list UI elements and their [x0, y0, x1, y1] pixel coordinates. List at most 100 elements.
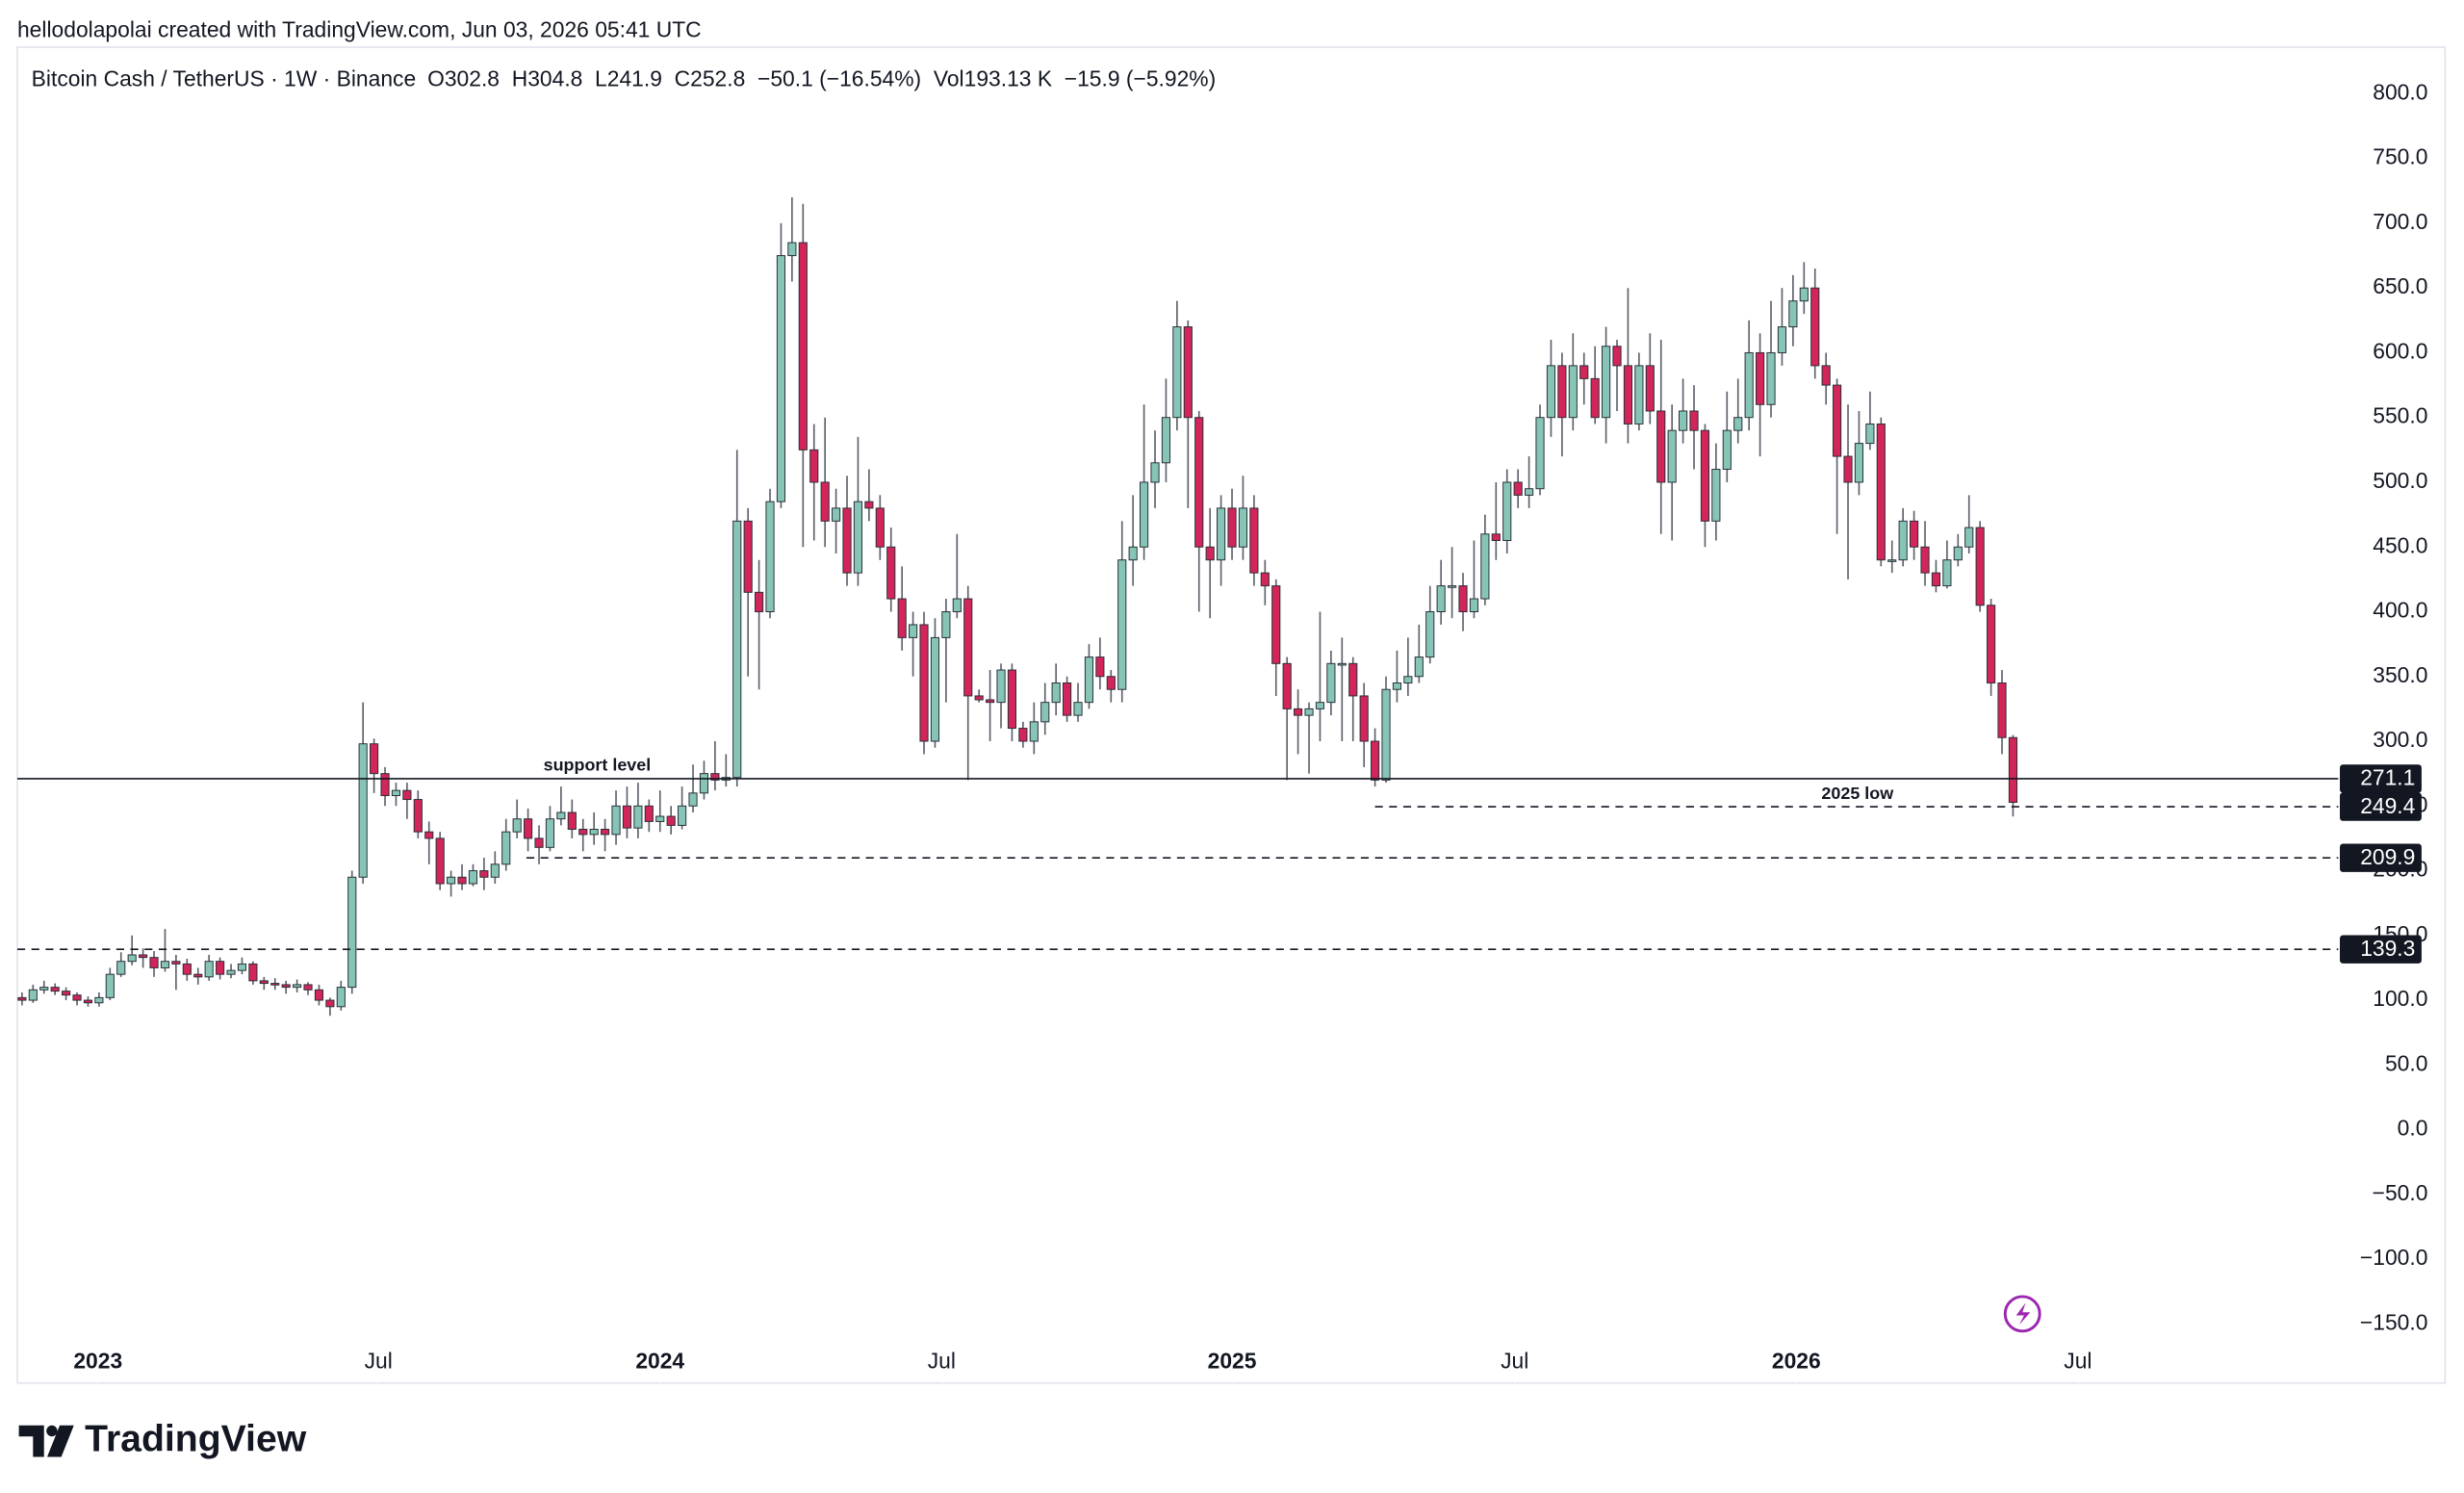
candle-body: [1063, 682, 1072, 716]
candle-body: [1205, 546, 1215, 561]
candle-body: [1502, 481, 1512, 542]
candle-body: [1513, 481, 1523, 496]
candle-body: [633, 805, 643, 829]
candle-body: [424, 831, 434, 839]
x-tick-label: 2023: [73, 1349, 122, 1374]
candle-body: [28, 989, 38, 1001]
candle-body: [678, 805, 687, 826]
candle-body: [72, 994, 82, 1001]
candle-body: [1987, 605, 1996, 683]
level-label-box: [2340, 792, 2422, 821]
candle-body: [1898, 520, 1908, 561]
candle-body: [578, 829, 588, 836]
candle-body: [655, 815, 665, 822]
candle-body: [1579, 365, 1589, 379]
logo-mark: [18, 1425, 44, 1457]
candle-body: [1525, 488, 1534, 496]
candle-body: [1326, 662, 1336, 704]
candle-body: [1689, 410, 1699, 431]
candle-body: [524, 818, 533, 839]
candle-body: [1953, 546, 1963, 561]
y-tick-label: −150.0: [2360, 1309, 2428, 1334]
candle-body: [1381, 688, 1391, 781]
candle-body: [116, 961, 126, 975]
candle-body: [875, 507, 885, 548]
annotation: support level: [544, 756, 652, 775]
candle-body: [1975, 527, 1985, 606]
candle-body: [1876, 423, 1886, 561]
y-tick-label: 400.0: [2373, 598, 2427, 623]
candle-body: [1942, 559, 1952, 587]
y-tick-label: 350.0: [2373, 662, 2427, 687]
candle-body: [39, 987, 49, 991]
brand-logo: [18, 1425, 74, 1457]
candle-body: [1612, 346, 1622, 367]
y-tick-label: 500.0: [2373, 468, 2427, 493]
y-tick-label: 100.0: [2373, 986, 2427, 1011]
candle-body: [1392, 682, 1402, 690]
candle-body: [545, 818, 555, 848]
candle-body: [1865, 423, 1875, 445]
candle-body: [380, 773, 390, 797]
candle-body: [1546, 365, 1556, 419]
candle-body: [556, 811, 566, 820]
candle-body: [1843, 455, 1853, 483]
candle-body: [886, 546, 896, 600]
y-tick-label: 800.0: [2373, 79, 2427, 104]
candle-body: [1282, 662, 1292, 709]
candle-body: [259, 980, 269, 985]
candle-body: [986, 699, 995, 704]
candle-body: [1018, 728, 1028, 742]
candle-body: [919, 624, 929, 742]
candle-body: [611, 805, 621, 836]
candle-body: [1194, 417, 1204, 548]
candle-body: [710, 773, 720, 781]
candle-body: [1602, 346, 1611, 419]
y-tick-label: 50.0: [2385, 1050, 2427, 1075]
candle-body: [776, 255, 786, 502]
candle-body: [534, 837, 544, 848]
candle-body: [1854, 443, 1864, 483]
candle-body: [666, 815, 676, 826]
y-tick-label: 750.0: [2373, 144, 2427, 169]
level-label: 249.4: [2360, 793, 2415, 818]
candle-body: [589, 829, 599, 836]
candle-body: [1359, 695, 1369, 742]
x-tick-label: 2024: [635, 1349, 684, 1374]
candle-body: [1436, 585, 1446, 612]
candle-body: [226, 969, 236, 975]
candle-body: [1777, 326, 1787, 353]
candle-body: [930, 636, 940, 742]
candle-body: [490, 863, 500, 878]
credit: hellodolapolai created with TradingView.…: [17, 17, 702, 42]
candle-body: [204, 961, 214, 978]
x-tick-label: Jul: [928, 1349, 956, 1374]
candle-body: [1590, 377, 1600, 419]
y-tick-label: 650.0: [2373, 273, 2427, 298]
candle-body: [909, 624, 918, 638]
level-label: 209.9: [2360, 844, 2415, 869]
candle-body: [1040, 702, 1050, 723]
candle-body: [1458, 585, 1468, 612]
candle-body: [1810, 287, 1820, 367]
x-tick-label: Jul: [365, 1349, 393, 1374]
alert-icon[interactable]: [2003, 1295, 2041, 1333]
candle-body: [62, 991, 71, 996]
candle-body: [1766, 351, 1776, 405]
candle-body: [270, 983, 280, 986]
candle-body: [1964, 527, 1974, 548]
candle-body: [1645, 365, 1655, 412]
candle-body: [1711, 469, 1721, 522]
y-tick-label: 0.0: [2398, 1116, 2428, 1141]
candle-body: [293, 984, 302, 989]
candle-body: [1756, 351, 1765, 405]
candle-body: [765, 501, 775, 612]
candle-body: [688, 792, 698, 807]
candle-body: [435, 837, 445, 885]
candle-body: [83, 999, 93, 1004]
candle-body: [601, 829, 610, 836]
candle-body: [182, 963, 192, 975]
candle-body: [1161, 417, 1171, 464]
candle-body: [1910, 520, 1919, 548]
